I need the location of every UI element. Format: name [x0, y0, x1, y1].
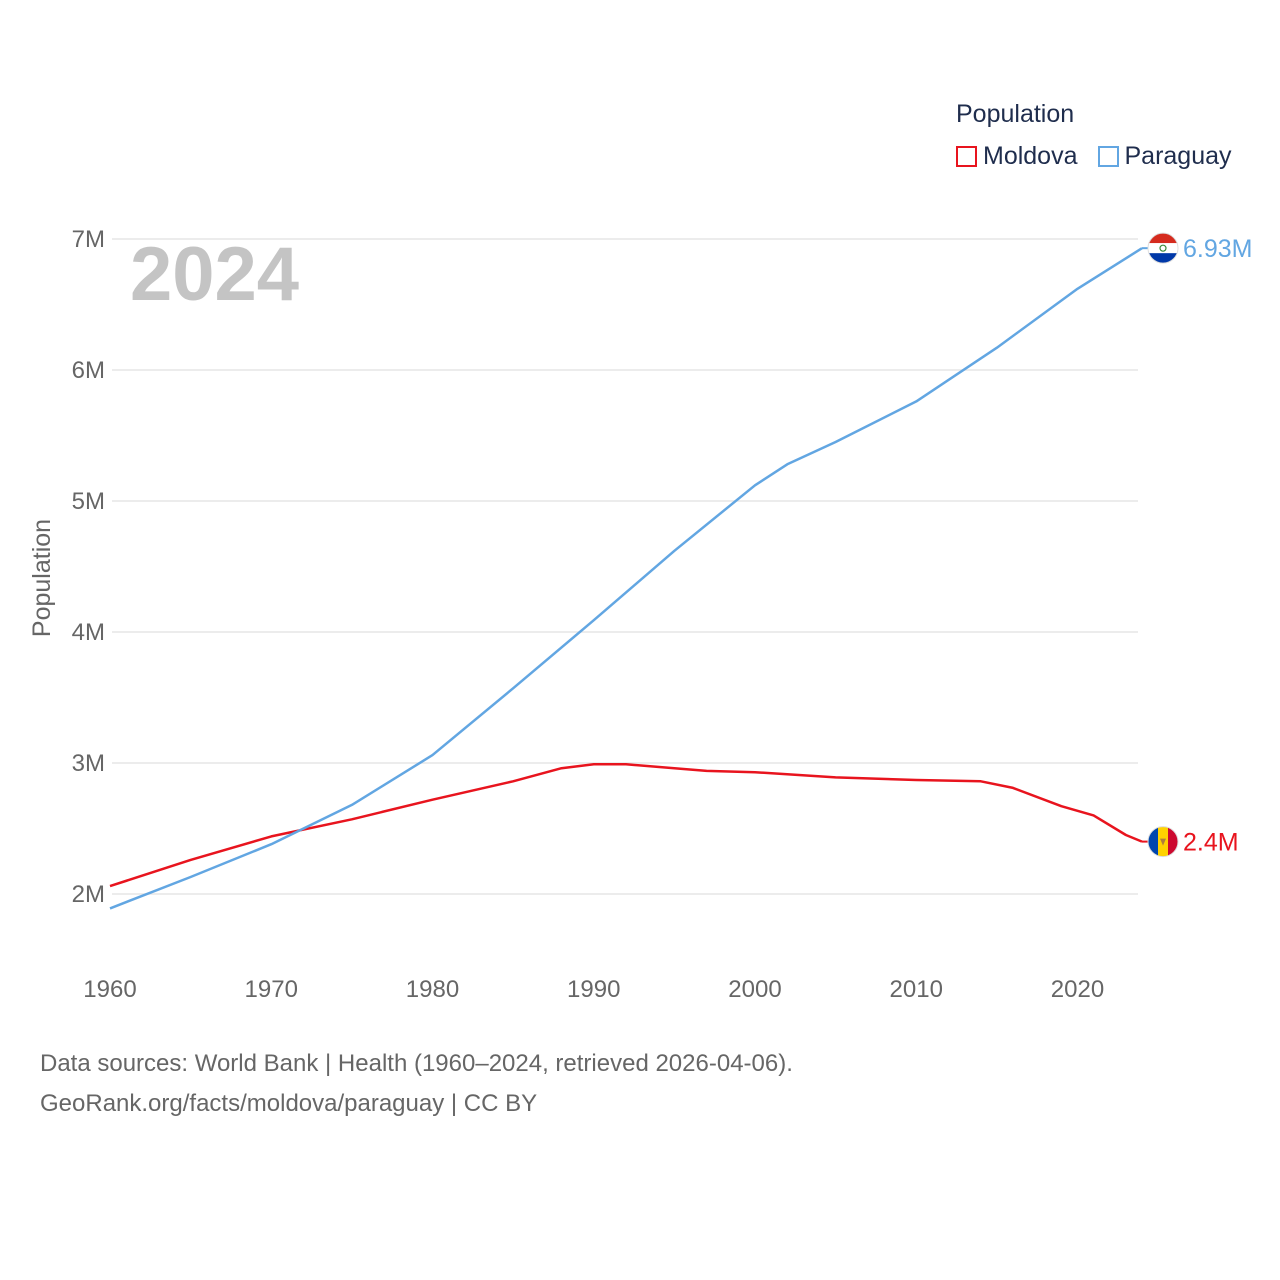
- series-lines: [109, 247, 1143, 910]
- series-line-moldova[interactable]: [109, 763, 1143, 888]
- end-markers: 2.4M 6.93M: [1142, 232, 1252, 858]
- moldova-flag-icon: [1147, 826, 1179, 858]
- legend-label-moldova: Moldova: [983, 142, 1078, 170]
- legend-item-moldova[interactable]: Moldova: [956, 142, 1078, 171]
- x-tick-label: 1960: [83, 976, 136, 1003]
- legend: Moldova Paraguay: [956, 142, 1252, 171]
- year-label: 2024: [130, 232, 299, 317]
- x-tick-label: 1970: [245, 976, 298, 1003]
- x-axis-ticks: 1960 1970 1980 1990 2000 2010 2020: [83, 976, 1104, 1003]
- y-tick-label: 6M: [72, 357, 105, 384]
- legend-item-paraguay[interactable]: Paraguay: [1097, 142, 1232, 171]
- y-tick-label: 2M: [72, 881, 105, 908]
- paraguay-flag-icon: [1147, 232, 1179, 264]
- x-tick-label: 2000: [728, 976, 781, 1003]
- y-tick-label: 7M: [72, 226, 105, 253]
- y-axis-ticks: 2M 3M 4M 5M 6M 7M: [72, 226, 105, 908]
- legend-title: Population: [956, 100, 1075, 128]
- x-tick-label: 1980: [406, 976, 459, 1003]
- gridlines: [112, 238, 1138, 895]
- legend-label-paraguay: Paraguay: [1124, 142, 1232, 170]
- x-tick-label: 2010: [890, 976, 943, 1003]
- y-tick-label: 5M: [72, 488, 105, 515]
- y-tick-label: 3M: [72, 750, 105, 777]
- data-source-text: Data sources: World Bank | Health (1960–…: [40, 1050, 793, 1077]
- legend-swatch-paraguay: [1097, 146, 1119, 167]
- y-axis-label: Population: [28, 519, 56, 637]
- footer: Data sources: World Bank | Health (1960–…: [40, 1044, 793, 1124]
- series-line-paraguay[interactable]: [109, 247, 1143, 910]
- end-label-moldova: 2.4M: [1183, 829, 1239, 857]
- x-tick-label: 1990: [567, 976, 620, 1003]
- attribution-link[interactable]: GeoRank.org/facts/moldova/paraguay | CC …: [40, 1090, 538, 1117]
- end-label-paraguay: 6.93M: [1183, 235, 1252, 263]
- legend-swatch-moldova: [956, 146, 977, 167]
- x-tick-label: 2020: [1051, 976, 1104, 1003]
- y-tick-label: 4M: [72, 619, 105, 646]
